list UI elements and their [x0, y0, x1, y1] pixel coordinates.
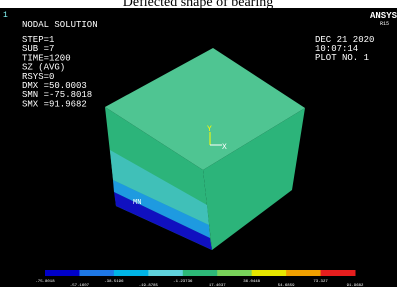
legend-swatch	[217, 270, 252, 276]
info-title: NODAL SOLUTION	[22, 20, 98, 30]
triad-y-label: Y	[207, 125, 212, 134]
legend-label: -75.8018	[35, 280, 55, 284]
triad-x-label: X	[222, 143, 227, 152]
legend-swatch	[183, 270, 218, 276]
legend-swatch	[321, 270, 356, 276]
legend-swatch	[252, 270, 287, 276]
legend-label: 36.0448	[243, 280, 260, 284]
legend-swatch	[148, 270, 183, 276]
screenshot: Deflected shape of bearing 1 NODAL SOLUT…	[0, 0, 397, 287]
legend-swatch	[45, 270, 80, 276]
release: R15	[380, 21, 389, 27]
info-line: SMX =91.9682	[22, 99, 87, 109]
legend-label: -38.5196	[104, 280, 124, 284]
legend-swatch	[114, 270, 149, 276]
legend-swatch	[79, 270, 114, 276]
stamp-line: PLOT NO. 1	[315, 53, 369, 63]
min-marker: MN	[133, 199, 141, 207]
legend-swatch	[286, 270, 321, 276]
legend-label: -1.23736	[173, 280, 193, 284]
window-number: 1	[3, 11, 8, 20]
brand: ANSYS	[370, 11, 397, 21]
legend-label: 73.327	[313, 280, 328, 284]
viewport: Deflected shape of bearing 1 NODAL SOLUT…	[0, 0, 397, 287]
